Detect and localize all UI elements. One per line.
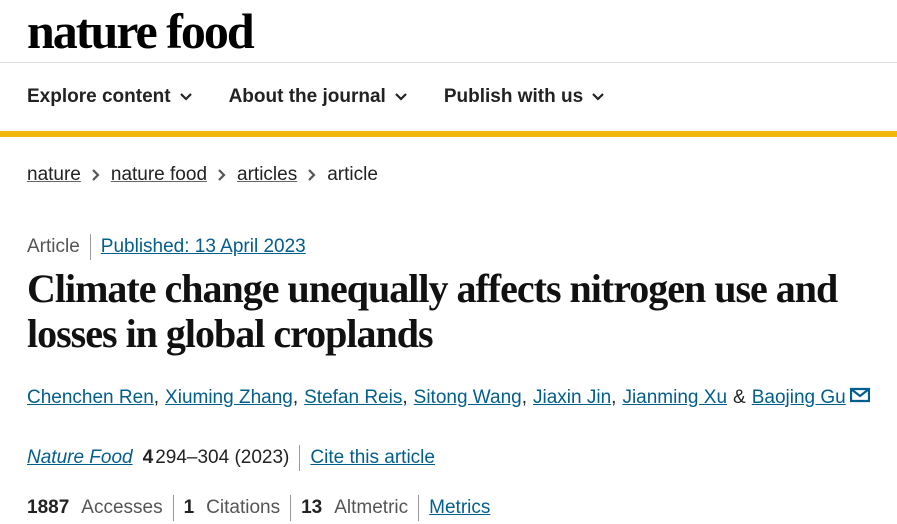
nav-item[interactable]: Explore content: [27, 86, 193, 108]
logo[interactable]: nature food: [27, 3, 255, 59]
separator: [89, 234, 91, 260]
article-type: Article: [27, 236, 80, 257]
author-separator: ,: [153, 387, 160, 408]
volume: 4: [142, 447, 154, 468]
metrics: 1887 Accesses 1 Citations 13 Altmetric Metrics: [27, 495, 490, 521]
metric-label: Altmetric: [334, 497, 409, 518]
metric-value: 1: [183, 497, 195, 518]
nav-item[interactable]: Publish with us: [444, 86, 605, 108]
chevron-right-path: [92, 169, 100, 181]
chevron-right-path: [308, 169, 316, 181]
nav-label[interactable]: Explore content: [27, 86, 171, 107]
divider: [0, 62, 897, 63]
author[interactable]: Baojing Gu: [751, 387, 846, 408]
chevron-right: [308, 169, 316, 181]
chevron-down: [395, 93, 407, 101]
chevron-right: [92, 169, 100, 181]
email-icon: [849, 387, 870, 403]
metric-label: Accesses: [81, 497, 163, 518]
author-separator: &: [733, 387, 746, 408]
article-title: Climate change unequally affects nitroge…: [27, 266, 838, 356]
email-icon-path: [849, 387, 870, 403]
author[interactable]: Chenchen Ren: [27, 387, 154, 408]
nav-label[interactable]: About the journal: [228, 86, 386, 107]
chevron-right: [218, 169, 226, 181]
breadcrumb: article: [327, 164, 378, 185]
breadcrumb[interactable]: articles: [237, 164, 298, 185]
cite-link[interactable]: Cite this article: [310, 447, 435, 468]
author[interactable]: Xiuming Zhang: [165, 387, 293, 408]
separator: [290, 495, 292, 521]
article-meta: Article Published: 13 April 2023: [27, 234, 306, 260]
author-separator: ,: [402, 387, 408, 408]
breadcrumb[interactable]: nature: [27, 164, 81, 185]
author[interactable]: Stefan Reis: [304, 387, 403, 408]
authors: Chenchen Ren, Xiuming Zhang, Stefan Reis, S…: [27, 387, 870, 409]
author-separator: ,: [292, 387, 299, 408]
author-separator: ,: [521, 387, 528, 408]
author[interactable]: Sitong Wang: [413, 387, 522, 408]
nav-label[interactable]: Publish with us: [443, 86, 584, 107]
citation: Nature Food 4 294–304 (2023) Cite this a…: [27, 445, 435, 471]
metrics-link[interactable]: Metrics: [429, 497, 491, 518]
breadcrumbs: nature nature food articles article: [27, 164, 378, 186]
chevron-right-path: [218, 169, 226, 181]
author-separator: ,: [611, 387, 617, 408]
author[interactable]: Jiaxin Jin: [533, 387, 612, 408]
accent-bar: [0, 131, 897, 137]
metric-label: Citations: [206, 497, 281, 518]
metric-value: 1887: [27, 497, 70, 518]
author[interactable]: Jianming Xu: [622, 387, 728, 408]
journal-name[interactable]: Nature Food: [27, 447, 133, 468]
chevron-down-path: [179, 93, 192, 101]
published-date[interactable]: Published: 13 April 2023: [100, 236, 306, 257]
chevron-down-path: [592, 93, 604, 101]
separator: [172, 495, 174, 521]
chevron-down: [592, 93, 604, 101]
pages: 294–304 (2023): [155, 447, 290, 468]
breadcrumb[interactable]: nature food: [110, 164, 208, 185]
nav-item[interactable]: About the journal: [229, 86, 408, 108]
chevron-down-path: [395, 93, 407, 101]
separator: [418, 495, 420, 521]
metric-value: 13: [301, 497, 323, 518]
chevron-down: [179, 93, 192, 101]
nav: Explore content About the journal Publish …: [27, 86, 605, 108]
separator: [299, 445, 301, 471]
